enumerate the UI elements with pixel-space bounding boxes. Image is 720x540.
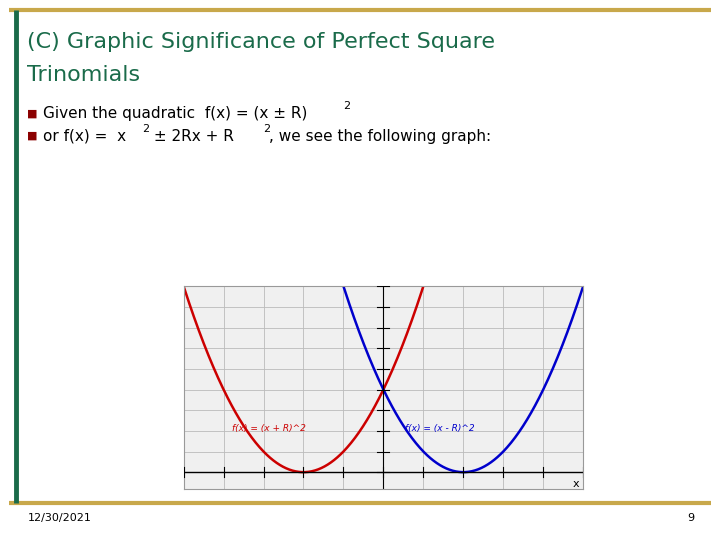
Text: 12/30/2021: 12/30/2021 <box>27 514 91 523</box>
Text: x: x <box>572 480 579 489</box>
Text: 9: 9 <box>688 514 695 523</box>
Text: , we see the following graph:: , we see the following graph: <box>269 129 492 144</box>
Text: 2: 2 <box>264 124 271 134</box>
Text: f(x) = (x - R)^2: f(x) = (x - R)^2 <box>405 424 475 433</box>
Text: Given the quadratic  f(x) = (x ± R): Given the quadratic f(x) = (x ± R) <box>43 106 307 121</box>
Text: ■: ■ <box>27 131 38 141</box>
Text: 2: 2 <box>142 124 149 134</box>
Text: f(x) = (x + R)^2: f(x) = (x + R)^2 <box>232 424 305 433</box>
Text: ■: ■ <box>27 109 38 118</box>
Text: ± 2Rx + R: ± 2Rx + R <box>149 129 234 144</box>
Text: (C) Graphic Significance of Perfect Square: (C) Graphic Significance of Perfect Squa… <box>27 32 495 52</box>
Text: Trinomials: Trinomials <box>27 65 140 85</box>
Text: 2: 2 <box>343 102 350 111</box>
Text: or f(x) =  x: or f(x) = x <box>43 129 126 144</box>
